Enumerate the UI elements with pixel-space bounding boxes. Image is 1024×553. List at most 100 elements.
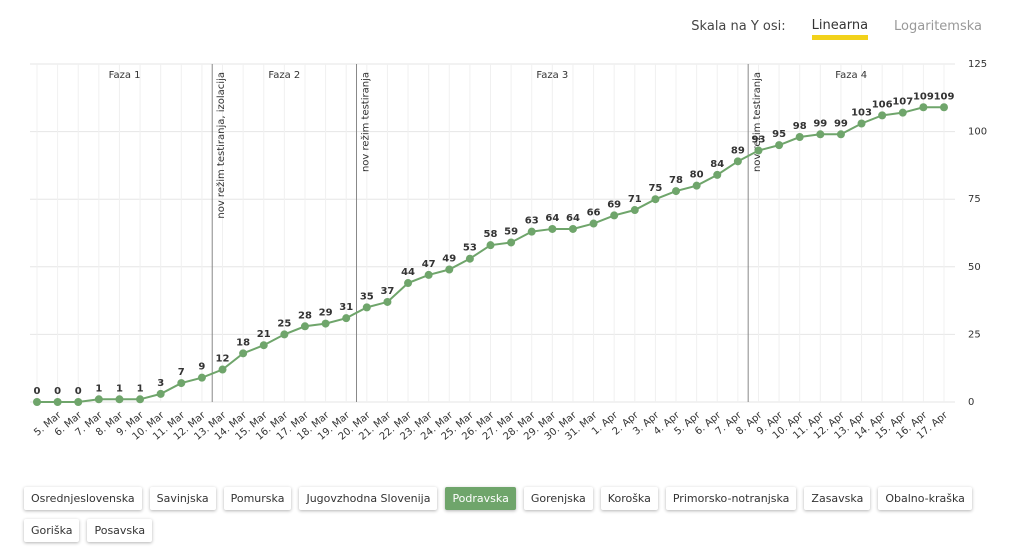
- point: [239, 349, 248, 358]
- point: [692, 181, 701, 190]
- region-button[interactable]: Posavska: [87, 519, 153, 542]
- point: [177, 379, 186, 388]
- point: [362, 303, 371, 312]
- annotation: nov režim testiranja, izolacija: [215, 72, 227, 219]
- point: [156, 389, 165, 398]
- data-label: 99: [834, 118, 848, 129]
- data-label: 109: [913, 91, 934, 102]
- point: [445, 265, 454, 274]
- toggle-label: Skala na Y osi:: [691, 19, 786, 34]
- data-label: 107: [892, 97, 913, 108]
- point: [630, 206, 639, 215]
- point: [548, 224, 557, 233]
- data-label: 106: [872, 99, 893, 110]
- data-label: 63: [525, 216, 539, 227]
- data-label: 58: [484, 229, 498, 240]
- phase-label: Faza 1: [109, 70, 141, 81]
- point: [733, 157, 742, 166]
- point: [754, 146, 763, 155]
- data-label: 1: [116, 383, 123, 394]
- data-label: 98: [793, 121, 807, 132]
- point: [878, 111, 887, 120]
- point: [775, 141, 784, 150]
- data-label: 21: [257, 329, 271, 340]
- y-tick-label: 25: [968, 329, 981, 340]
- data-label: 1: [95, 383, 102, 394]
- data-label: 35: [360, 291, 374, 302]
- point: [94, 395, 103, 404]
- data-label: 75: [648, 183, 662, 194]
- region-buttons: Osrednjeslovenska Savinjska Pomurska Jugovz…: [24, 487, 984, 542]
- data-label: 28: [298, 310, 312, 321]
- data-label: 95: [772, 129, 786, 140]
- phase-label: Faza 3: [536, 70, 568, 81]
- point: [404, 279, 413, 288]
- data-label: 29: [319, 308, 333, 319]
- data-label: 64: [566, 213, 580, 224]
- region-button[interactable]: Goriška: [24, 519, 80, 542]
- point: [857, 119, 866, 128]
- data-label: 0: [34, 386, 41, 397]
- point: [898, 108, 907, 117]
- region-button[interactable]: Savinjska: [149, 487, 216, 510]
- region-button[interactable]: Podravska: [445, 487, 516, 510]
- data-label: 53: [463, 243, 477, 254]
- data-label: 89: [731, 145, 745, 156]
- data-label: 47: [422, 259, 436, 270]
- point: [940, 103, 948, 112]
- data-label: 109: [934, 91, 955, 102]
- phase-label: Faza 2: [268, 70, 300, 81]
- data-label: 66: [587, 208, 601, 219]
- data-label: 25: [277, 318, 291, 329]
- data-label: 78: [669, 175, 683, 186]
- annotation: nov režim testiranja: [751, 72, 763, 172]
- point: [836, 130, 845, 139]
- point: [816, 130, 825, 139]
- point: [136, 395, 145, 404]
- point: [321, 319, 330, 328]
- y-tick-label: 0: [968, 397, 974, 408]
- point: [280, 330, 289, 339]
- data-label: 18: [236, 337, 250, 348]
- data-label: 1: [137, 383, 144, 394]
- region-button[interactable]: Zasavska: [804, 487, 871, 510]
- data-label: 9: [198, 362, 205, 373]
- region-button[interactable]: Gorenjska: [523, 487, 593, 510]
- point: [197, 373, 206, 382]
- region-button[interactable]: Koroška: [600, 487, 658, 510]
- data-label: 31: [339, 302, 353, 313]
- point: [115, 395, 124, 404]
- data-label: 7: [178, 367, 185, 378]
- point: [527, 227, 536, 236]
- data-label: 3: [157, 378, 164, 389]
- point: [74, 398, 83, 406]
- region-button[interactable]: Primorsko-notranjska: [665, 487, 797, 510]
- point: [33, 398, 41, 406]
- region-button[interactable]: Pomurska: [223, 487, 292, 510]
- y-tick-label: 125: [968, 59, 987, 70]
- data-label: 0: [54, 386, 61, 397]
- point: [53, 398, 62, 406]
- toggle-option[interactable]: Logaritemska: [894, 19, 982, 34]
- y-tick-label: 50: [968, 262, 981, 273]
- point: [300, 322, 309, 331]
- point: [713, 170, 722, 179]
- toggle-option[interactable]: Linearna: [811, 19, 869, 40]
- data-label: 71: [628, 194, 642, 205]
- scale-toggle: Skala na Y osi: Linearna Logaritemska: [691, 19, 982, 40]
- data-label: 49: [442, 254, 456, 265]
- data-label: 93: [752, 135, 766, 146]
- y-tick-label: 100: [968, 127, 987, 138]
- region-button[interactable]: Jugovzhodna Slovenija: [299, 487, 438, 510]
- data-label: 84: [710, 159, 724, 170]
- region-button[interactable]: Osrednjeslovenska: [24, 487, 142, 510]
- region-button[interactable]: Obalno-kraška: [878, 487, 972, 510]
- point: [672, 187, 681, 196]
- point: [589, 219, 598, 228]
- phase-label: Faza 4: [835, 70, 867, 81]
- point: [568, 224, 577, 233]
- data-label: 37: [380, 286, 394, 297]
- data-label: 69: [607, 199, 621, 210]
